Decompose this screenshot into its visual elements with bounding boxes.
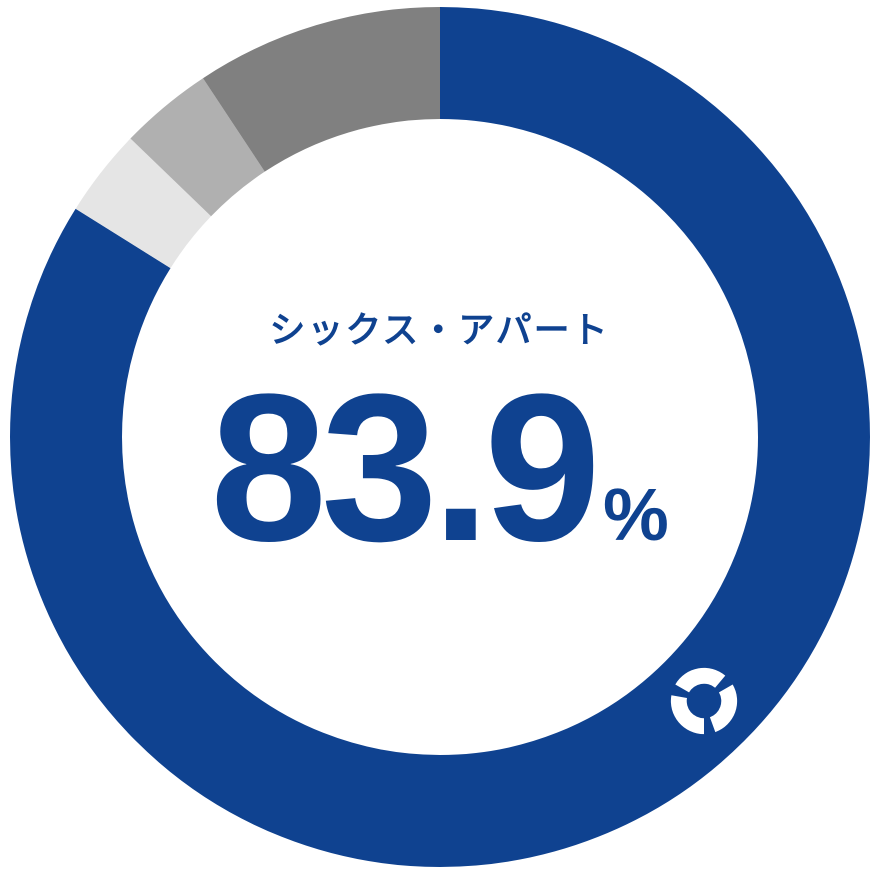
chart-value-line: 83.9 % <box>10 363 870 573</box>
chart-subtitle: シックス・アパート <box>10 301 870 353</box>
chart-value: 83.9 <box>210 363 595 573</box>
chart-center-content: シックス・アパート 83.9 % <box>10 301 870 573</box>
chart-unit: % <box>603 472 669 557</box>
donut-chart-container: シックス・アパート 83.9 % <box>10 7 870 867</box>
brand-logo-icon <box>668 665 740 737</box>
